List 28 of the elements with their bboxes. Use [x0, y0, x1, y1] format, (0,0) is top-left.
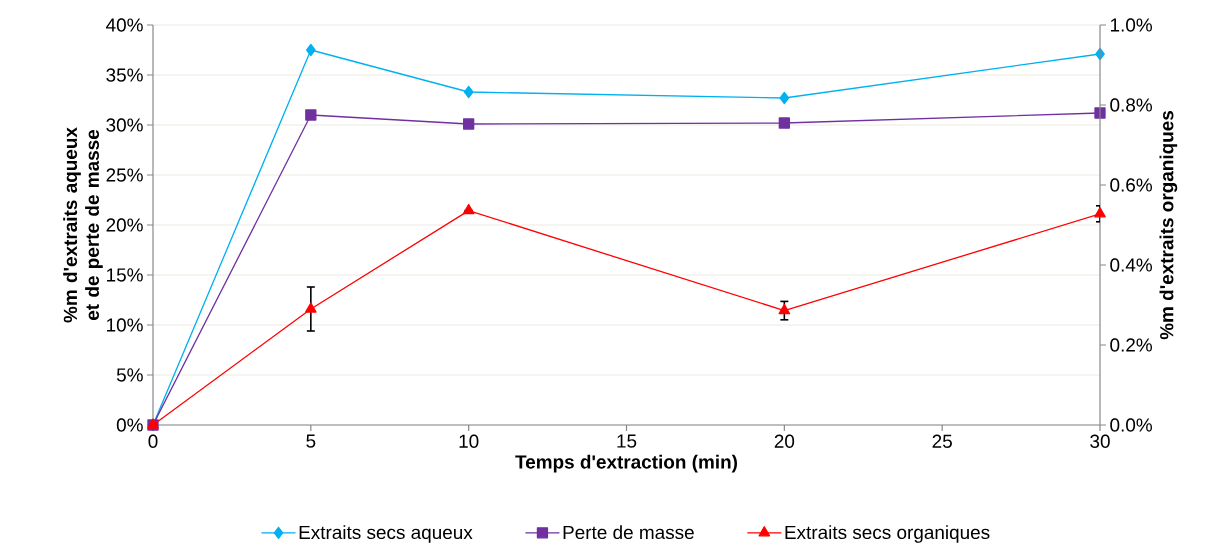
y2-tick-label: 1.0% — [1110, 18, 1152, 32]
legend-label: Extraits secs aqueux — [299, 525, 473, 543]
y-tick-label: 35% — [106, 68, 143, 82]
x-tick-label: 0 — [148, 434, 158, 448]
y-tick-label: 40% — [106, 18, 143, 32]
y2-axis-title: %m d'extraits organiques — [1159, 110, 1178, 340]
x-tick-label: 20 — [774, 434, 795, 448]
y2-tick-label: 0.6% — [1110, 178, 1152, 192]
y-tick-label: 25% — [106, 168, 143, 182]
y-tick-label: 30% — [106, 118, 143, 132]
x-tick-label: 10 — [459, 434, 479, 448]
legend-label: Perte de masse — [563, 525, 694, 540]
y-tick-label: 20% — [106, 218, 143, 232]
x-tick-label: 5 — [306, 434, 316, 448]
y-tick-label: 15% — [107, 268, 143, 282]
y-axis-title: %m d'extraits aqueux et de perte de masse — [63, 127, 103, 323]
y2-tick-label: 0.2% — [1110, 338, 1152, 352]
y-tick-label: 5% — [116, 368, 143, 382]
y2-tick-label: 0.0% — [1110, 418, 1152, 432]
y-tick-label: 10% — [107, 318, 143, 332]
x-tick-label: 15 — [617, 434, 637, 448]
x-tick-label: 25 — [932, 434, 952, 448]
y-tick-label: 0% — [116, 418, 143, 432]
legend-label: Extraits secs organiques — [785, 525, 990, 543]
y2-tick-label: 0.4% — [1110, 258, 1152, 272]
y2-tick-label: 0.8% — [1110, 98, 1152, 112]
x-axis-title: Temps d'extraction (min) — [515, 454, 738, 473]
x-tick-label: 30 — [1090, 434, 1110, 448]
